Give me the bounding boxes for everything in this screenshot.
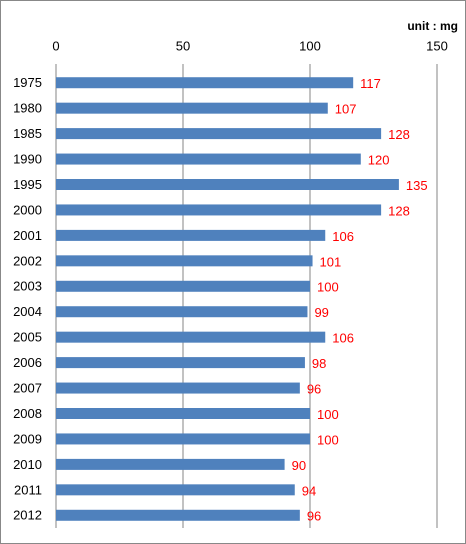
y-tick-label: 2012 (13, 508, 42, 523)
y-tick-label: 2001 (13, 228, 42, 243)
y-tick-label: 1990 (13, 151, 42, 166)
bar (56, 255, 313, 267)
bar (56, 331, 326, 343)
data-label: 117 (360, 76, 381, 91)
data-label: 107 (335, 102, 357, 117)
data-label: 98 (312, 356, 326, 371)
y-tick-label: 2009 (13, 431, 42, 446)
bar (56, 509, 300, 521)
bar (56, 102, 328, 114)
bar (56, 357, 305, 369)
bar (56, 484, 295, 496)
x-tick-label: 100 (299, 38, 321, 53)
data-label: 106 (332, 229, 354, 244)
data-label: 106 (332, 331, 354, 346)
data-label: 101 (320, 254, 342, 269)
bar (56, 433, 310, 445)
y-tick-label: 2005 (13, 330, 42, 345)
bar (56, 153, 361, 165)
data-label: 94 (302, 483, 316, 498)
bar (56, 204, 382, 216)
y-tick-label: 2004 (13, 304, 42, 319)
data-label: 120 (368, 152, 390, 167)
bar (56, 408, 310, 419)
y-tick-label: 2006 (13, 355, 42, 370)
data-label: 96 (307, 381, 321, 396)
data-label: 100 (317, 407, 339, 422)
data-label: 100 (317, 280, 339, 295)
y-tick-label: 1975 (13, 75, 42, 90)
data-label: 90 (292, 458, 306, 473)
x-tick-label: 0 (52, 38, 59, 53)
unit-annotation: unit : mg (407, 19, 458, 33)
bar (56, 179, 399, 190)
bar (56, 458, 285, 470)
bar (56, 306, 308, 318)
bar (56, 382, 300, 394)
y-tick-label: 1995 (13, 177, 42, 192)
x-tick-label: 150 (426, 38, 448, 53)
y-tick-label: 2003 (13, 279, 42, 294)
x-tick-label: 50 (176, 38, 190, 53)
data-label: 128 (388, 203, 410, 218)
data-label: 100 (317, 432, 339, 447)
y-tick-label: 1980 (13, 101, 42, 116)
y-tick-label: 2011 (14, 482, 42, 497)
y-tick-label: 1985 (13, 126, 42, 141)
bar (56, 128, 382, 140)
bar (56, 280, 310, 292)
bar (56, 229, 326, 241)
data-label: 135 (406, 178, 428, 193)
data-label: 99 (314, 305, 328, 320)
data-label: 128 (388, 127, 410, 142)
y-tick-label: 2010 (13, 457, 42, 472)
y-tick-label: 2008 (13, 406, 42, 421)
y-tick-label: 2007 (13, 380, 42, 395)
y-tick-label: 2002 (13, 253, 42, 268)
bar (56, 77, 354, 89)
data-label: 96 (307, 509, 321, 524)
y-tick-label: 2000 (13, 202, 42, 217)
